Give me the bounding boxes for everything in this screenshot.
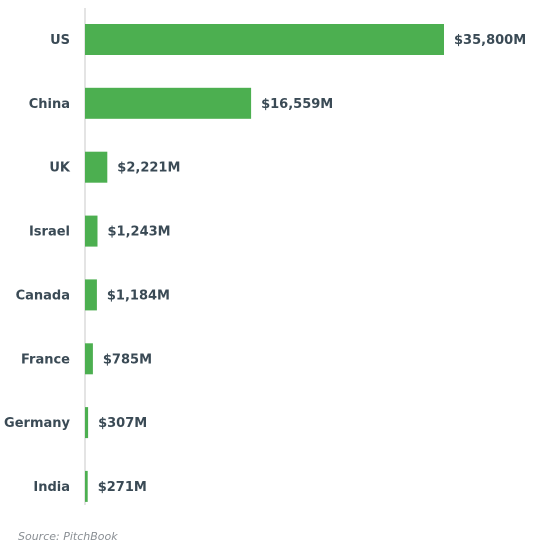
- value-label-canada: $1,184M: [107, 288, 170, 303]
- bar-uk: [85, 151, 108, 183]
- bar-israel: [85, 215, 98, 247]
- category-label-canada: Canada: [16, 288, 70, 303]
- category-label-us: US: [50, 33, 70, 48]
- value-label-france: $785M: [103, 352, 152, 367]
- source-note: Source: PitchBook: [18, 530, 118, 543]
- value-label-china: $16,559M: [261, 97, 333, 112]
- value-label-germany: $307M: [98, 416, 147, 431]
- value-label-israel: $1,243M: [108, 225, 171, 240]
- bars-group: US $35,800M China $16,559M UK $2,221M Israel $1…: [4, 24, 526, 502]
- value-label-uk: $2,221M: [117, 161, 180, 176]
- category-label-china: China: [29, 97, 70, 112]
- bar-france: [85, 343, 93, 375]
- value-label-india: $271M: [98, 480, 147, 495]
- category-label-india: India: [33, 480, 70, 495]
- category-label-france: France: [21, 352, 70, 367]
- bar-us: [85, 24, 444, 55]
- bar-canada: [85, 279, 97, 311]
- category-label-germany: Germany: [4, 416, 70, 431]
- bar-china: [85, 87, 252, 119]
- value-label-us: $35,800M: [454, 33, 526, 48]
- category-label-israel: Israel: [29, 225, 70, 240]
- category-label-uk: UK: [49, 161, 71, 176]
- bar-germany: [85, 407, 89, 439]
- bar-india: [85, 470, 88, 502]
